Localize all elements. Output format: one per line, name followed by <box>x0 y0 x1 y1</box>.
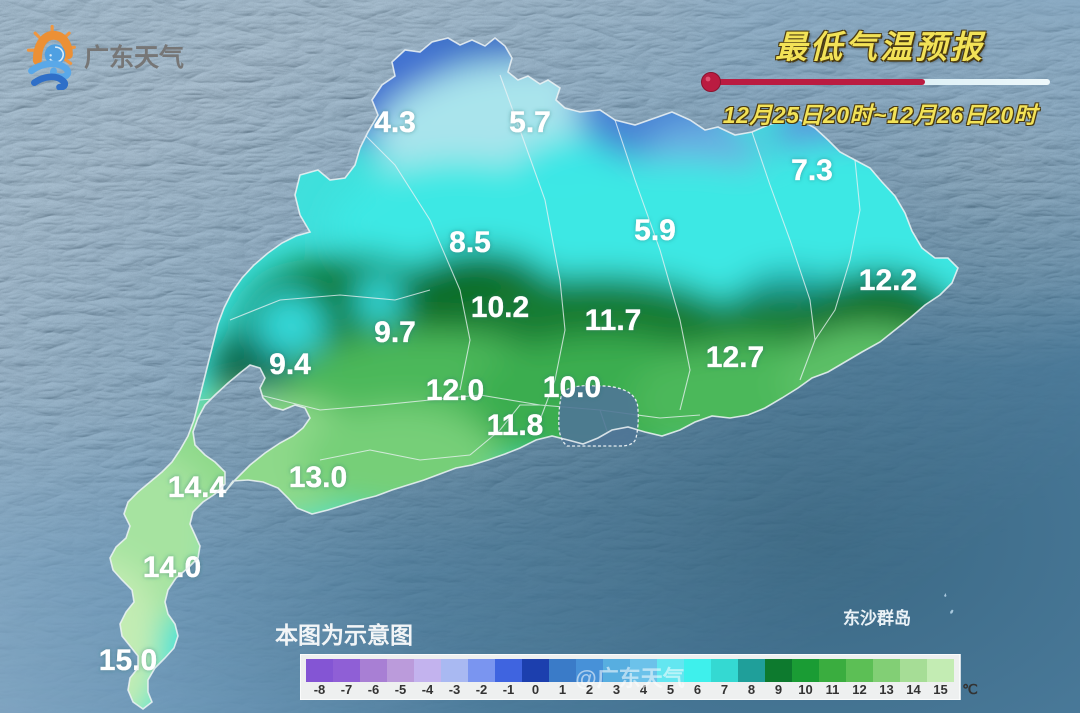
svg-text:7: 7 <box>721 682 728 697</box>
svg-text:1: 1 <box>559 682 566 697</box>
svg-text:10: 10 <box>798 682 812 697</box>
svg-text:10.0: 10.0 <box>543 371 601 404</box>
svg-text:11: 11 <box>826 682 840 697</box>
svg-text:8.5: 8.5 <box>449 226 491 259</box>
svg-text:10.2: 10.2 <box>471 291 529 324</box>
svg-text:4.3: 4.3 <box>374 106 416 139</box>
svg-text:12.0: 12.0 <box>426 374 484 407</box>
svg-text:-2: -2 <box>476 682 488 697</box>
svg-text:13: 13 <box>879 682 893 697</box>
svg-text:7.3: 7.3 <box>791 154 833 187</box>
svg-text:5.9: 5.9 <box>634 214 676 247</box>
svg-text:-8: -8 <box>314 682 326 697</box>
svg-text:0: 0 <box>532 682 539 697</box>
svg-text:15: 15 <box>933 682 947 697</box>
svg-text:-3: -3 <box>449 682 461 697</box>
svg-text:5.7: 5.7 <box>509 106 551 139</box>
svg-text:-5: -5 <box>395 682 407 697</box>
svg-text:12.2: 12.2 <box>859 264 917 297</box>
svg-text:11.7: 11.7 <box>585 304 642 337</box>
svg-text:@广东天气: @广东天气 <box>575 666 684 691</box>
svg-text:9: 9 <box>775 682 782 697</box>
svg-text:8: 8 <box>748 682 755 697</box>
svg-text:-1: -1 <box>503 682 515 697</box>
svg-text:广东天气: 广东天气 <box>84 43 184 72</box>
svg-text:15.0: 15.0 <box>99 644 157 677</box>
svg-text:12.7: 12.7 <box>706 341 764 374</box>
svg-text:-4: -4 <box>422 682 434 697</box>
svg-text:14.4: 14.4 <box>168 471 227 504</box>
svg-text:6: 6 <box>694 682 701 697</box>
svg-text:13.0: 13.0 <box>289 461 347 494</box>
svg-text:14: 14 <box>906 682 921 697</box>
svg-text:-7: -7 <box>341 682 353 697</box>
svg-text:12: 12 <box>852 682 866 697</box>
svg-text:14.0: 14.0 <box>143 551 201 584</box>
svg-text:-6: -6 <box>368 682 380 697</box>
svg-text:9.7: 9.7 <box>374 316 416 349</box>
svg-text:11.8: 11.8 <box>487 409 544 442</box>
svg-text:9.4: 9.4 <box>269 348 311 381</box>
svg-text:℃: ℃ <box>962 681 978 697</box>
